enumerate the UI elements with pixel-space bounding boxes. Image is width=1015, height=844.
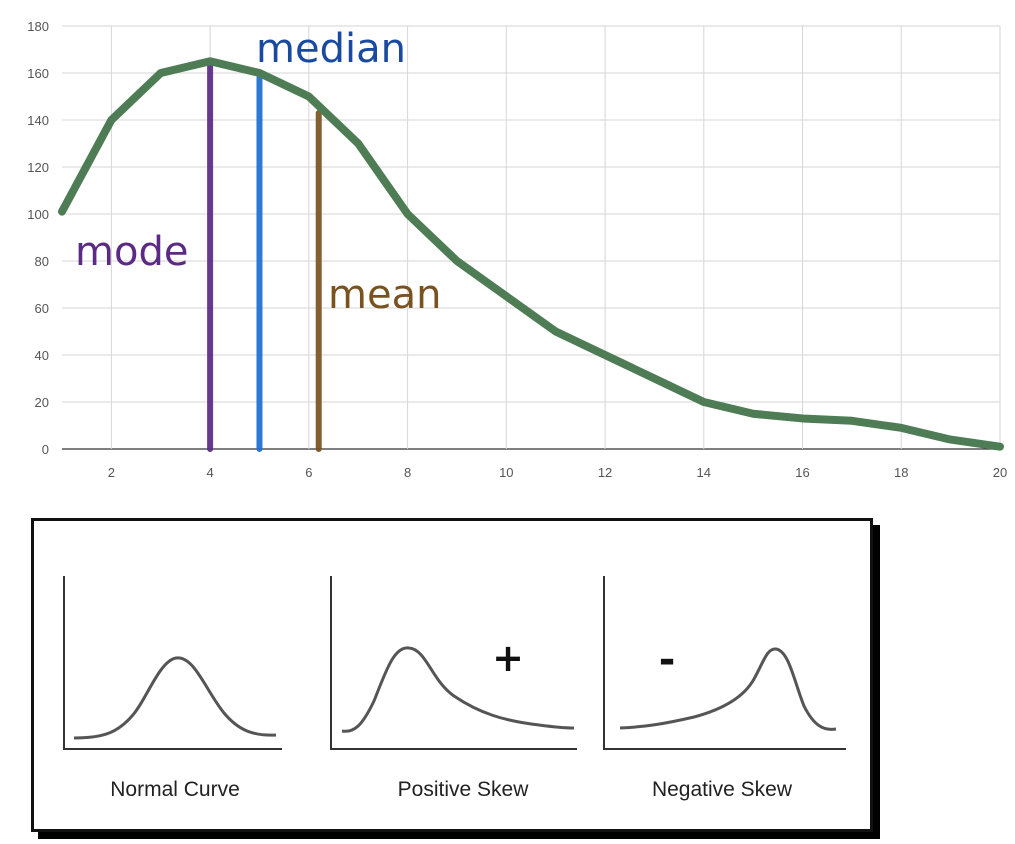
mode-label: mode bbox=[75, 229, 188, 275]
data-point bbox=[305, 93, 312, 100]
negative-skew-figure: - Negative Skew bbox=[603, 576, 846, 801]
normal-curve-caption: Normal Curve bbox=[110, 778, 240, 801]
marker-labels: mode median mean bbox=[75, 26, 441, 318]
median-label: median bbox=[256, 26, 406, 72]
data-point bbox=[207, 58, 214, 65]
x-tick-label: 16 bbox=[795, 465, 809, 480]
data-point bbox=[602, 352, 609, 358]
y-tick-label: 180 bbox=[27, 19, 49, 34]
positive-skew-figure: + Positive Skew bbox=[330, 576, 577, 801]
central-tendency-markers bbox=[207, 58, 322, 452]
data-point bbox=[108, 117, 115, 123]
mean-label: mean bbox=[328, 272, 441, 318]
x-tick-label: 20 bbox=[993, 465, 1007, 480]
y-tick-label: 120 bbox=[27, 160, 49, 175]
data-point bbox=[404, 211, 411, 217]
y-tick-label: 100 bbox=[27, 207, 49, 222]
x-tick-label: 2 bbox=[108, 465, 115, 480]
skew-comparison-panel: Normal Curve + Positive Skew - Negative … bbox=[31, 518, 873, 832]
data-point bbox=[651, 375, 658, 382]
y-tick-label: 140 bbox=[27, 113, 49, 128]
x-tick-label: 4 bbox=[206, 465, 213, 480]
positive-sign: + bbox=[492, 636, 524, 680]
y-tick-label: 40 bbox=[35, 348, 49, 363]
data-point bbox=[503, 293, 510, 300]
negative-skew-caption: Negative Skew bbox=[652, 778, 793, 801]
x-tick-label: 8 bbox=[404, 465, 411, 480]
x-tick-label: 18 bbox=[894, 465, 908, 480]
data-point bbox=[700, 399, 707, 405]
y-tick-label: 60 bbox=[35, 301, 49, 316]
data-point bbox=[750, 410, 757, 417]
negative-skew-line bbox=[619, 647, 837, 731]
data-point bbox=[256, 70, 263, 76]
data-point bbox=[898, 424, 905, 431]
y-tick-label: 80 bbox=[35, 254, 49, 269]
positive-skew-axes bbox=[330, 576, 577, 750]
negative-skew-axes bbox=[603, 576, 846, 750]
x-axis-ticks: 2 4 6 8 10 12 14 16 18 20 bbox=[108, 465, 1007, 480]
data-point bbox=[453, 258, 460, 264]
data-point bbox=[59, 208, 65, 215]
data-point bbox=[848, 417, 855, 424]
series-line bbox=[58, 57, 1004, 451]
data-point bbox=[355, 140, 362, 147]
x-tick-label: 14 bbox=[697, 465, 711, 480]
y-tick-label: 160 bbox=[27, 66, 49, 81]
y-axis-ticks: 0 20 40 60 80 100 120 140 160 180 bbox=[27, 19, 49, 457]
normal-curve-axes bbox=[63, 576, 282, 750]
data-point bbox=[947, 436, 954, 443]
x-tick-label: 6 bbox=[305, 465, 312, 480]
data-point bbox=[157, 70, 164, 76]
y-tick-label: 20 bbox=[35, 395, 49, 410]
normal-curve-line bbox=[73, 656, 277, 740]
x-tick-label: 12 bbox=[598, 465, 612, 480]
positive-skew-line bbox=[341, 646, 575, 733]
data-point bbox=[997, 443, 1003, 450]
y-tick-label: 0 bbox=[42, 442, 49, 457]
data-point bbox=[799, 415, 806, 422]
negative-sign: - bbox=[659, 637, 676, 683]
data-point bbox=[552, 328, 559, 335]
positive-skew-caption: Positive Skew bbox=[398, 778, 530, 801]
chart-grid bbox=[62, 25, 1001, 450]
series-layer bbox=[58, 57, 1004, 451]
normal-curve-figure: Normal Curve bbox=[63, 576, 282, 801]
x-tick-label: 10 bbox=[499, 465, 513, 480]
